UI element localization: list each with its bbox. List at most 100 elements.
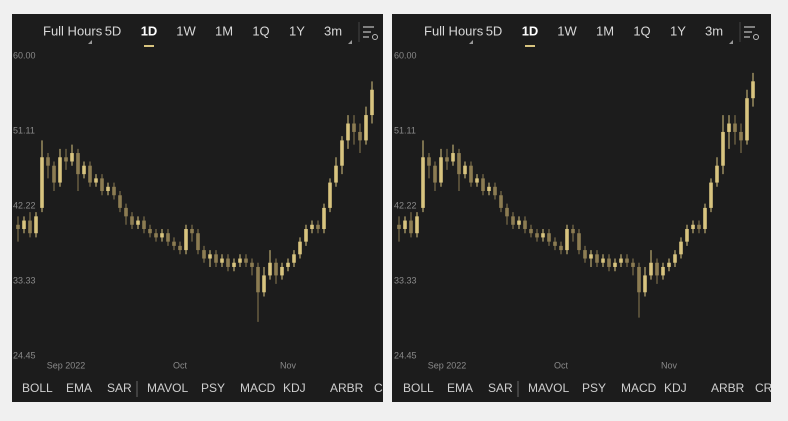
candle-body (220, 258, 224, 263)
panel-left (12, 14, 383, 402)
indicator-tab[interactable]: BOLL (403, 381, 434, 395)
candle-body (358, 131, 362, 141)
timeframe-tab[interactable]: 1Q (633, 23, 650, 38)
candle-body (625, 258, 629, 263)
candle-body (481, 178, 485, 192)
timeframe-tab[interactable]: 1D (522, 23, 539, 38)
indicator-tab[interactable]: MACD (621, 381, 657, 395)
panel-content: Full Hours 5D 1D 1W 1M 1Q 1Y 3m BOLL EMA SAR MAVOL P… (13, 22, 392, 397)
indicator-tab[interactable]: KDJ (664, 381, 687, 395)
candle-body (649, 262, 653, 276)
settings-icon-gear (753, 34, 759, 40)
candle-body (142, 220, 146, 229)
indicator-tab[interactable]: BOLL (22, 381, 53, 395)
candle-body (274, 262, 278, 276)
candle-body (148, 228, 152, 234)
candle-body (619, 258, 623, 263)
candle-body (40, 157, 44, 208)
y-tick-label: 51.11 (13, 125, 35, 135)
candle-body (370, 89, 374, 116)
candle-body (94, 178, 98, 183)
timeframe-tab[interactable]: Full Hours (43, 23, 103, 38)
candle-body (238, 258, 242, 263)
candle-body (310, 224, 314, 229)
candle-body (28, 220, 32, 234)
candle-body (64, 157, 68, 162)
indicator-tab[interactable]: PSY (201, 381, 225, 395)
candle-body (505, 207, 509, 217)
timeframe-tab[interactable]: 3m (324, 23, 342, 38)
candle-body (409, 220, 413, 234)
settings-icon[interactable] (744, 26, 755, 38)
timeframe-tab[interactable]: 1Q (252, 23, 269, 38)
timeframe-tab[interactable]: 5D (486, 23, 503, 38)
x-tick-label: Nov (280, 360, 297, 370)
dropdown-marker (469, 40, 473, 44)
candle-body (304, 228, 308, 242)
timeframe-tab[interactable]: 3m (705, 23, 723, 38)
candle-body (421, 157, 425, 208)
indicator-tab[interactable]: SAR (107, 381, 132, 395)
candle-body (613, 262, 617, 267)
candle-body (433, 165, 437, 183)
timeframe-tab[interactable]: 1D (141, 23, 158, 38)
candle-body (82, 165, 86, 175)
indicator-tab[interactable]: MACD (240, 381, 276, 395)
candle-body (577, 233, 581, 251)
candle-body (439, 157, 443, 183)
candle-body (733, 123, 737, 132)
candle-body (703, 207, 707, 229)
candle-body (631, 262, 635, 267)
timeframe-tab[interactable]: 5D (105, 23, 122, 38)
candle-body (334, 165, 338, 183)
indicator-tab[interactable]: PSY (582, 381, 606, 395)
candle-body (643, 275, 647, 293)
candle-body (322, 207, 326, 229)
candle-body (178, 245, 182, 251)
x-tick-label: Sep 2022 (47, 360, 86, 370)
indicator-tab[interactable]: MAVOL (147, 381, 188, 395)
candle-body (541, 233, 545, 238)
candle-body (511, 216, 515, 225)
candle-body (685, 228, 689, 242)
candle-body (298, 241, 302, 255)
candle-body (58, 157, 62, 183)
timeframe-tab[interactable]: 1M (596, 23, 614, 38)
candle-body (286, 262, 290, 267)
candle-body (52, 165, 56, 183)
indicator-tab[interactable]: MAVOL (528, 381, 569, 395)
candle-body (130, 216, 134, 225)
candle-body (16, 224, 20, 229)
candle-body (469, 165, 473, 183)
candle-body (328, 182, 332, 208)
timeframe-tab[interactable]: 1W (176, 23, 196, 38)
candle-body (721, 131, 725, 166)
settings-icon[interactable] (363, 26, 374, 38)
candle-body (214, 254, 218, 263)
timeframe-tab[interactable]: 1M (215, 23, 233, 38)
candle-body (553, 241, 557, 246)
indicator-tab[interactable]: SAR (488, 381, 513, 395)
candle-body (601, 258, 605, 263)
candle-body (46, 157, 50, 166)
indicator-tab[interactable]: ARBR (711, 381, 745, 395)
timeframe-tab[interactable]: 1Y (670, 23, 686, 38)
candle-body (655, 262, 659, 276)
indicator-tab[interactable]: EMA (447, 381, 473, 395)
timeframe-tab[interactable]: 1Y (289, 23, 305, 38)
indicator-tab[interactable]: KDJ (283, 381, 306, 395)
indicator-tab[interactable]: CR (755, 381, 773, 395)
timeframe-tab[interactable]: 1W (557, 23, 577, 38)
y-tick-label: 24.45 (394, 350, 417, 360)
indicator-tab[interactable]: EMA (66, 381, 92, 395)
candle-body (493, 186, 497, 196)
candle-body (523, 220, 527, 229)
y-tick-label: 42.22 (13, 200, 36, 210)
candle-body (487, 186, 491, 192)
indicator-tab[interactable]: CR (374, 381, 392, 395)
candle-body (244, 258, 248, 263)
indicator-tab[interactable]: ARBR (330, 381, 364, 395)
candle-body (751, 81, 755, 99)
timeframe-tab[interactable]: Full Hours (424, 23, 484, 38)
